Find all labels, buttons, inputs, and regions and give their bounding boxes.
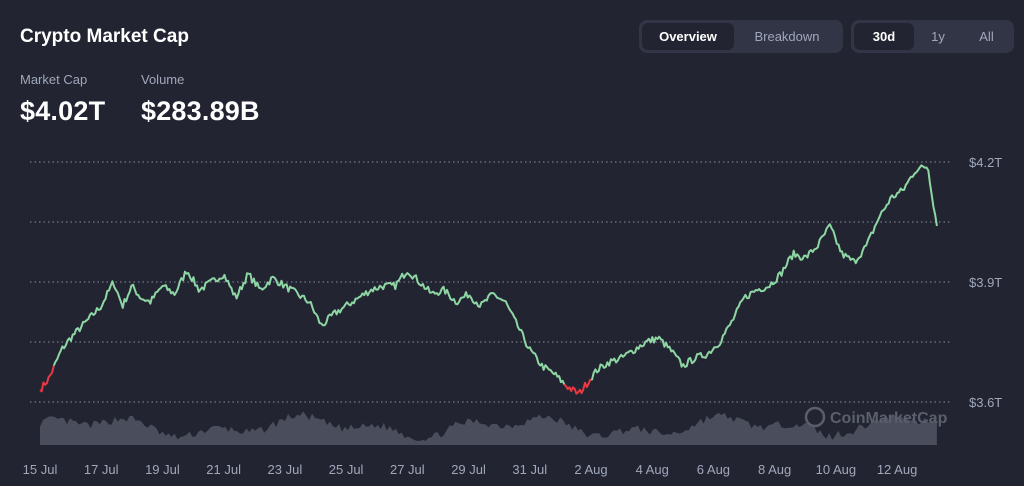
y-tick-label: $3.6T xyxy=(969,395,1002,410)
view-toggle: Overview Breakdown xyxy=(639,20,843,53)
volume-area xyxy=(40,411,937,445)
volume-stat: Volume $283.89B xyxy=(141,72,260,127)
x-tick-label: 12 Aug xyxy=(877,462,918,477)
page-title: Crypto Market Cap xyxy=(20,26,189,47)
x-tick-label: 8 Aug xyxy=(758,462,791,477)
tab-30d[interactable]: 30d xyxy=(854,23,914,50)
price-line-down-segment xyxy=(563,378,593,395)
x-tick-label: 25 Jul xyxy=(329,462,364,477)
tab-breakdown[interactable]: Breakdown xyxy=(754,29,820,44)
x-tick-label: 31 Jul xyxy=(512,462,547,477)
x-tick-label: 21 Jul xyxy=(206,462,241,477)
tab-overview[interactable]: Overview xyxy=(642,23,734,50)
market-cap-value: $4.02T xyxy=(20,96,106,126)
price-line-down-segment xyxy=(39,365,55,393)
x-tick-label: 29 Jul xyxy=(451,462,486,477)
tab-1y[interactable]: 1y xyxy=(931,29,945,44)
x-tick-label: 2 Aug xyxy=(574,462,607,477)
y-tick-label: $4.2T xyxy=(969,155,1002,170)
watermark-text: CoinMarketCap xyxy=(830,410,948,427)
market-cap-label: Market Cap xyxy=(20,72,88,87)
x-tick-label: 4 Aug xyxy=(636,462,669,477)
x-tick-label: 15 Jul xyxy=(23,462,58,477)
price-line-up-segment xyxy=(52,270,566,385)
market-cap-stat: Market Cap $4.02T xyxy=(20,72,105,127)
tab-all[interactable]: All xyxy=(979,29,994,44)
x-tick-label: 17 Jul xyxy=(84,462,119,477)
coinmarketcap-logo-icon xyxy=(804,406,826,428)
x-tick-label: 10 Aug xyxy=(816,462,857,477)
watermark: CoinMarketCap xyxy=(804,406,948,428)
x-tick-label: 6 Aug xyxy=(697,462,730,477)
grid-lines xyxy=(30,161,952,403)
y-axis-ticks: $4.2T $3.9T $3.6T xyxy=(969,155,1002,410)
y-tick-label: $3.9T xyxy=(969,275,1002,290)
price-line-up-segment xyxy=(590,164,938,381)
volume-bars xyxy=(40,411,937,445)
x-axis-ticks: 15 Jul 17 Jul 19 Jul 21 Jul 23 Jul 25 Jul 27 J… xyxy=(23,462,918,477)
volume-value: $283.89B xyxy=(141,96,260,126)
range-toggle: 30d 1y All xyxy=(851,20,1014,53)
x-tick-label: 19 Jul xyxy=(145,462,180,477)
volume-label: Volume xyxy=(141,72,185,87)
x-tick-label: 23 Jul xyxy=(268,462,303,477)
price-line xyxy=(39,164,938,395)
x-tick-label: 27 Jul xyxy=(390,462,425,477)
